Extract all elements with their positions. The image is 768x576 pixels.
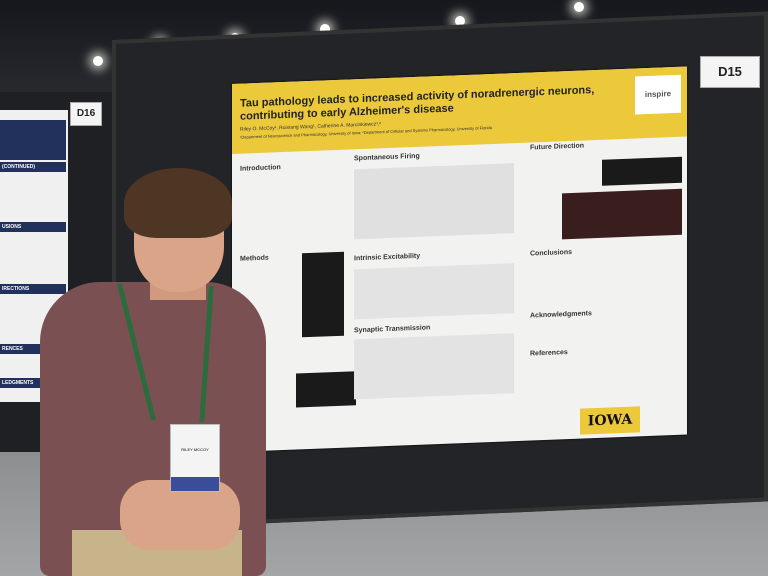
section-heading: Conclusions <box>530 248 573 258</box>
microscopy-image <box>302 251 344 338</box>
section-heading: Future Direction <box>530 142 585 152</box>
section-heading: References <box>530 349 568 358</box>
ceiling-light <box>455 16 465 26</box>
section-heading: Intrinsic Excitability <box>354 252 421 263</box>
left-poster-heading: IRECTIONS <box>0 284 66 294</box>
excitability-figure <box>354 263 514 320</box>
research-poster: Tau pathology leads to increased activit… <box>232 66 687 452</box>
left-poster-heading: (CONTINUED) <box>0 162 66 172</box>
section-heading: Synaptic Transmission <box>354 324 431 335</box>
left-poster-heading: LEDGMENTS <box>0 378 66 388</box>
section-heading: Spontaneous Firing <box>354 152 420 163</box>
iowa-logo: IOWA <box>580 406 640 435</box>
microscopy-image <box>562 188 682 240</box>
synaptic-figure <box>354 333 514 400</box>
badge-name: RILEY MCCOY <box>181 447 209 452</box>
left-poster-heading: USIONS <box>0 222 66 232</box>
inspire-logo: inspire <box>635 74 681 115</box>
section-heading: Methods <box>240 254 269 263</box>
ceiling-light <box>574 2 584 12</box>
person-hair <box>124 168 232 238</box>
booth-label-d16: D16 <box>70 102 102 126</box>
ceiling-light <box>320 24 330 34</box>
badge-ribbon <box>171 477 219 491</box>
microscopy-image <box>602 156 682 186</box>
ceiling-light <box>93 56 103 66</box>
microscopy-image <box>296 371 356 408</box>
left-poster-heading: RENCES <box>0 344 66 354</box>
section-heading: Acknowledgments <box>530 310 592 320</box>
booth-label-d15: D15 <box>700 56 760 88</box>
section-heading: Introduction <box>240 164 281 173</box>
name-badge: RILEY MCCOY <box>170 424 220 492</box>
firing-figure <box>354 163 514 240</box>
